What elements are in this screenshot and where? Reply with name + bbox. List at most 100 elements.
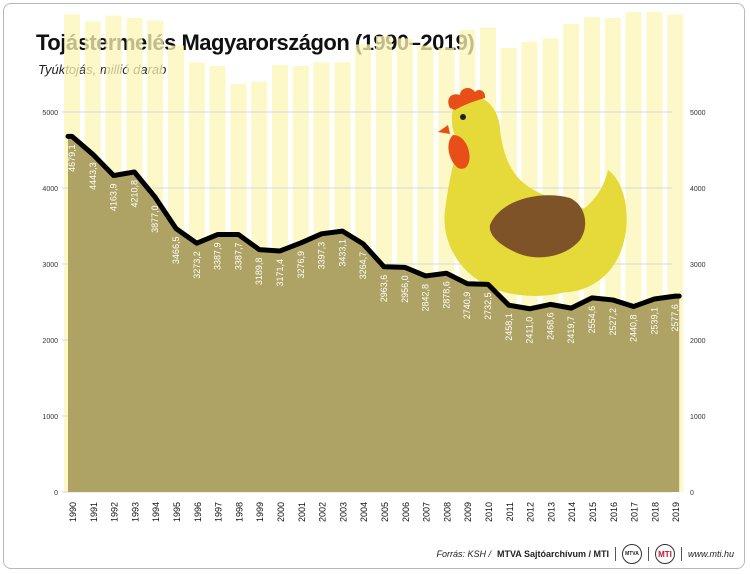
source-label: Forrás: KSH / (436, 549, 491, 559)
data-point (217, 234, 219, 236)
data-point (113, 175, 115, 177)
data-label: 2539,1 (649, 307, 659, 335)
data-label: 2878,6 (441, 281, 451, 309)
x-tick-label: 1995 (172, 502, 182, 522)
data-label: 3171,4 (275, 259, 285, 287)
data-label: 2956,0 (400, 275, 410, 303)
x-tick-label: 1998 (234, 502, 244, 522)
website-link[interactable]: www.mti.hu (687, 549, 734, 559)
data-label: 3387,9 (213, 243, 223, 271)
data-label: 3466,5 (171, 237, 181, 265)
data-point (612, 299, 614, 301)
data-label: 2963,6 (379, 275, 389, 303)
data-label: 2411,0 (525, 317, 535, 344)
data-point (549, 303, 551, 305)
x-tick-label: 2012 (526, 502, 536, 522)
data-point (404, 266, 406, 268)
y-tick-label-left: 2000 (42, 338, 58, 345)
mtva-logo-icon: MTVA (621, 544, 642, 564)
x-tick-label: 1996 (193, 502, 203, 522)
data-label: 3877,0 (150, 205, 160, 233)
data-point (570, 307, 572, 309)
x-tick-label: 2007 (422, 502, 432, 522)
data-label: 4210,8 (129, 180, 139, 208)
x-tick-label: 2019 (671, 502, 681, 522)
data-label: 2527,2 (608, 308, 618, 336)
data-label: 3264,7 (358, 252, 368, 280)
data-point (154, 196, 156, 198)
data-label: 2468,6 (545, 312, 555, 340)
data-label: 2554,6 (587, 306, 597, 334)
data-point (425, 275, 427, 277)
data-point (653, 298, 655, 300)
hen-beak (438, 125, 450, 134)
hen-wing (489, 195, 586, 258)
data-point (133, 171, 135, 173)
data-label: 2577,6 (670, 304, 680, 332)
footer-separator (647, 547, 649, 561)
x-tick-label: 2000 (276, 502, 286, 522)
x-tick-label: 2005 (380, 502, 390, 522)
data-label: 2842,8 (421, 284, 431, 312)
data-area (68, 136, 680, 492)
data-point (300, 242, 302, 244)
data-label: 3433,1 (337, 239, 347, 267)
y-tick-label-left: 5000 (42, 110, 58, 117)
data-point (674, 295, 676, 297)
data-label: 3273,2 (192, 251, 202, 279)
x-tick-label: 2018 (650, 502, 660, 522)
data-point (362, 243, 364, 245)
data-point (196, 242, 198, 244)
data-point (71, 135, 73, 137)
data-point (529, 308, 531, 310)
footer-separator (614, 547, 616, 561)
y-tick-label-right: 5000 (690, 110, 706, 117)
y-tick-label-right: 2000 (690, 338, 706, 345)
x-tick-label: 2008 (442, 502, 452, 522)
x-tick-label: 1990 (68, 502, 78, 522)
data-point (321, 233, 323, 235)
x-tick-label: 2013 (546, 502, 556, 522)
y-tick-label-left: 4000 (42, 186, 58, 193)
x-tick-label: 2014 (567, 502, 577, 522)
data-label: 3276,9 (296, 251, 306, 279)
data-label: 2419,7 (566, 316, 576, 344)
data-point (633, 305, 635, 307)
data-point (258, 249, 260, 251)
data-point (445, 272, 447, 274)
x-tick-label: 1993 (130, 502, 140, 522)
x-tick-label: 2001 (297, 502, 307, 522)
data-area-layer (68, 136, 680, 492)
x-tick-label: 2011 (505, 502, 515, 521)
y-tick-label-left: 0 (54, 490, 58, 497)
x-tick-label: 1997 (214, 502, 224, 522)
hen-eye (460, 114, 466, 120)
x-axis-ticks: 1990 1991 1992 1993 1994 1995 1996 1997 1998 1999… (68, 502, 681, 522)
data-point (383, 266, 385, 268)
data-label: 2732,5 (483, 292, 493, 320)
x-tick-label: 2004 (359, 502, 369, 522)
data-label: 3387,7 (233, 243, 243, 271)
x-tick-label: 2010 (484, 502, 494, 522)
x-tick-label: 2002 (318, 502, 328, 522)
data-label: 3397,3 (317, 242, 327, 270)
data-point (508, 304, 510, 306)
x-tick-label: 1999 (255, 502, 265, 522)
x-tick-label: 2016 (609, 502, 619, 522)
data-label: 4163,9 (109, 184, 119, 212)
data-label: 2740,9 (462, 292, 472, 320)
y-axis-ticks: 0 0 1000 1000 2000 2000 3000 3000 4000 4000 5000 50… (42, 110, 705, 497)
data-point (487, 283, 489, 285)
data-point (279, 250, 281, 252)
x-tick-label: 2015 (588, 502, 598, 522)
x-tick-label: 2006 (401, 502, 411, 522)
data-label: 2458,1 (504, 313, 514, 341)
data-point (175, 228, 177, 230)
x-tick-label: 1991 (89, 502, 99, 522)
y-tick-label-right: 3000 (690, 262, 706, 269)
hen-head (451, 96, 501, 150)
y-tick-label-right: 1000 (690, 414, 706, 421)
data-point (591, 297, 593, 299)
x-tick-label: 1994 (151, 502, 161, 522)
